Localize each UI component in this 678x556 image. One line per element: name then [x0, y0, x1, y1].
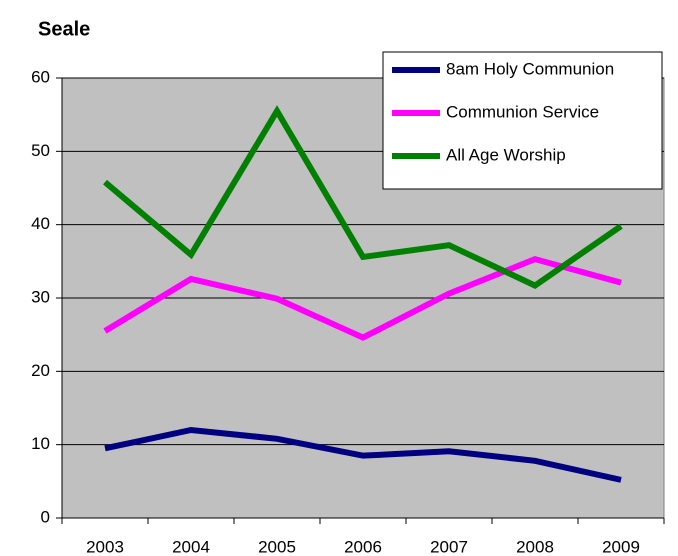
series-line: [103, 105, 623, 289]
x-tick-label: 2005: [258, 537, 296, 556]
y-tick-label: 10: [31, 434, 50, 453]
legend-label: 8am Holy Communion: [446, 59, 614, 78]
legend-label: Communion Service: [446, 102, 599, 121]
x-tick-label: 2006: [344, 537, 382, 556]
y-tick-label: 30: [31, 287, 50, 306]
legend-label: All Age Worship: [446, 145, 566, 164]
x-tick-label: 2004: [172, 537, 210, 556]
y-tick-label: 0: [41, 507, 50, 526]
series-line: [104, 426, 622, 483]
chart-title: Seale: [38, 18, 90, 40]
series-line: [103, 255, 622, 341]
x-tick-label: 2009: [602, 537, 640, 556]
x-tick-label: 2007: [430, 537, 468, 556]
y-tick-label: 60: [31, 67, 50, 86]
y-tick-label: 20: [31, 361, 50, 380]
y-tick-label: 50: [31, 141, 50, 160]
x-tick-label: 2003: [86, 537, 124, 556]
y-tick-label: 40: [31, 214, 50, 233]
legend-box: [382, 51, 663, 190]
x-tick-label: 2008: [516, 537, 554, 556]
